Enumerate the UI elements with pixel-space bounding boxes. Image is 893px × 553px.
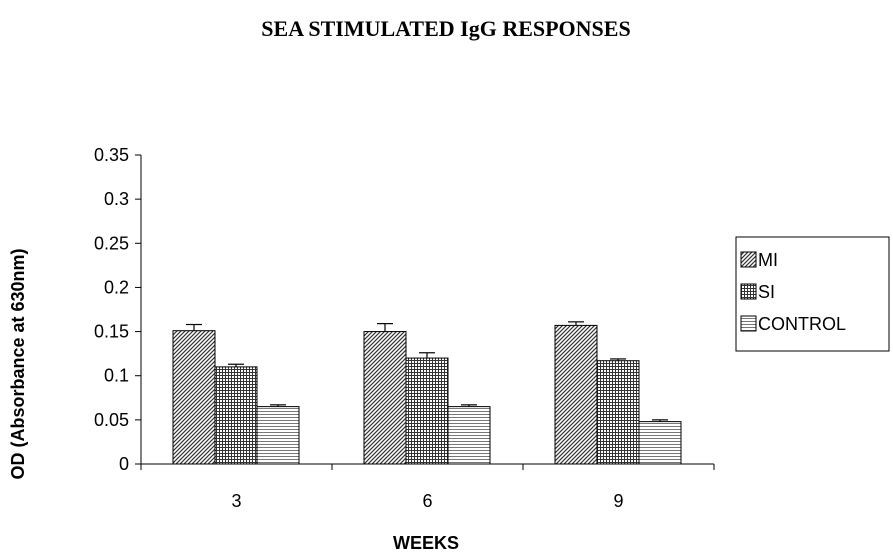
chart-title: SEA STIMULATED IgG RESPONSES <box>261 16 630 41</box>
y-axis-label: OD (Absorbance at 630nm) <box>8 248 28 479</box>
legend-swatch-mi <box>740 251 757 268</box>
legend-label-si: SI <box>758 282 775 302</box>
bar-mi-9 <box>554 324 598 465</box>
bar-mi-3 <box>172 330 216 465</box>
legend-box <box>735 236 890 352</box>
legend-swatch-control <box>740 315 757 332</box>
x-axis-label: WEEKS <box>393 533 459 553</box>
y-tick-label: 0.25 <box>94 233 129 253</box>
bar-si-9 <box>596 360 640 465</box>
bar-control-9 <box>638 421 682 465</box>
y-tick-label: 0.05 <box>94 410 129 430</box>
legend-swatch-si <box>740 283 757 300</box>
error-bars <box>186 321 668 422</box>
legend-label-control: CONTROL <box>758 314 846 334</box>
y-tick-label: 0.15 <box>94 322 129 342</box>
x-tick-label: 6 <box>422 491 432 511</box>
x-tick-label: 3 <box>231 491 241 511</box>
bar-si-3 <box>214 366 258 465</box>
y-tick-label: 0.2 <box>104 277 129 297</box>
y-tick-label: 0 <box>119 454 129 474</box>
y-axis-ticks: 0 0.05 0.1 0.15 0.2 0.25 0.3 0.35 <box>94 145 141 474</box>
y-tick-label: 0.3 <box>104 189 129 209</box>
y-tick-label: 0.35 <box>94 145 129 165</box>
y-tick-label: 0.1 <box>104 366 129 386</box>
x-axis-ticks: 3 6 9 <box>140 464 715 511</box>
bar-control-6 <box>447 406 491 465</box>
legend: MI SI CONTROL <box>735 236 890 352</box>
bar-control-3 <box>256 406 300 465</box>
bar-si-6 <box>405 357 449 465</box>
bar-mi-6 <box>363 331 407 465</box>
bars <box>172 324 682 465</box>
legend-label-mi: MI <box>758 250 778 270</box>
x-tick-label: 9 <box>613 491 623 511</box>
